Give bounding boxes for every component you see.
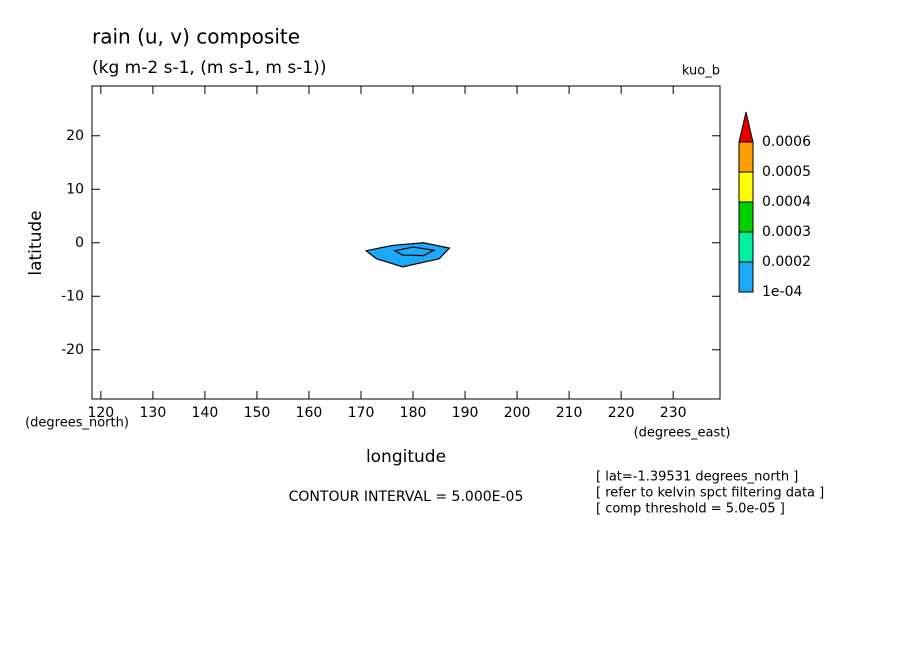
colorbar-label: 0.0002 bbox=[762, 254, 811, 270]
colorbar-label: 0.0006 bbox=[762, 134, 811, 150]
y-tick-label: 0 bbox=[75, 235, 84, 251]
y-tick-label: 20 bbox=[66, 128, 84, 144]
dataset-label: kuo_b bbox=[682, 64, 720, 79]
x-tick-label: 210 bbox=[556, 405, 583, 421]
note: [ lat=-1.39531 degrees_north ] bbox=[596, 470, 798, 485]
x-tick-label: 140 bbox=[192, 405, 219, 421]
note: [ refer to kelvin spct filtering data ] bbox=[596, 486, 824, 501]
x-tick-label: 230 bbox=[660, 405, 687, 421]
colorbar-swatch bbox=[738, 231, 754, 263]
x-tick-label: 170 bbox=[348, 405, 375, 421]
colorbar-swatch bbox=[738, 261, 754, 293]
colorbar-label: 0.0003 bbox=[762, 224, 811, 240]
y-units: (degrees_north) bbox=[25, 416, 129, 431]
x-tick-label: 120 bbox=[87, 405, 114, 421]
y-tick-label: 10 bbox=[66, 181, 84, 197]
note: [ comp threshold = 5.0e-05 ] bbox=[596, 502, 785, 517]
colorbar-label: 1e-04 bbox=[762, 284, 802, 300]
x-tick-label: 160 bbox=[296, 405, 323, 421]
plot-frame bbox=[91, 85, 721, 400]
x-tick-label: 190 bbox=[452, 405, 479, 421]
contour bbox=[393, 246, 436, 257]
colorbar-swatch bbox=[738, 171, 754, 203]
chart-title: rain (u, v) composite bbox=[92, 25, 300, 49]
colorbar-swatch bbox=[738, 111, 754, 143]
x-tick-label: 130 bbox=[140, 405, 167, 421]
chart-subtitle: (kg m-2 s-1, (m s-1, m s-1)) bbox=[92, 58, 326, 78]
x-axis-label: longitude bbox=[366, 447, 446, 467]
y-tick-label: -20 bbox=[61, 342, 84, 358]
colorbar-swatch bbox=[738, 141, 754, 173]
x-tick-label: 150 bbox=[244, 405, 271, 421]
x-units: (degrees_east) bbox=[634, 426, 731, 441]
x-tick-label: 200 bbox=[504, 405, 531, 421]
colorbar-swatch bbox=[738, 201, 754, 233]
y-tick-label: -10 bbox=[61, 288, 84, 304]
y-axis-label: latitude bbox=[26, 210, 46, 275]
colorbar-label: 0.0005 bbox=[762, 164, 811, 180]
colorbar-label: 0.0004 bbox=[762, 194, 811, 210]
x-tick-label: 180 bbox=[400, 405, 427, 421]
x-tick-label: 220 bbox=[608, 405, 635, 421]
contour-interval: CONTOUR INTERVAL = 5.000E-05 bbox=[289, 489, 524, 505]
